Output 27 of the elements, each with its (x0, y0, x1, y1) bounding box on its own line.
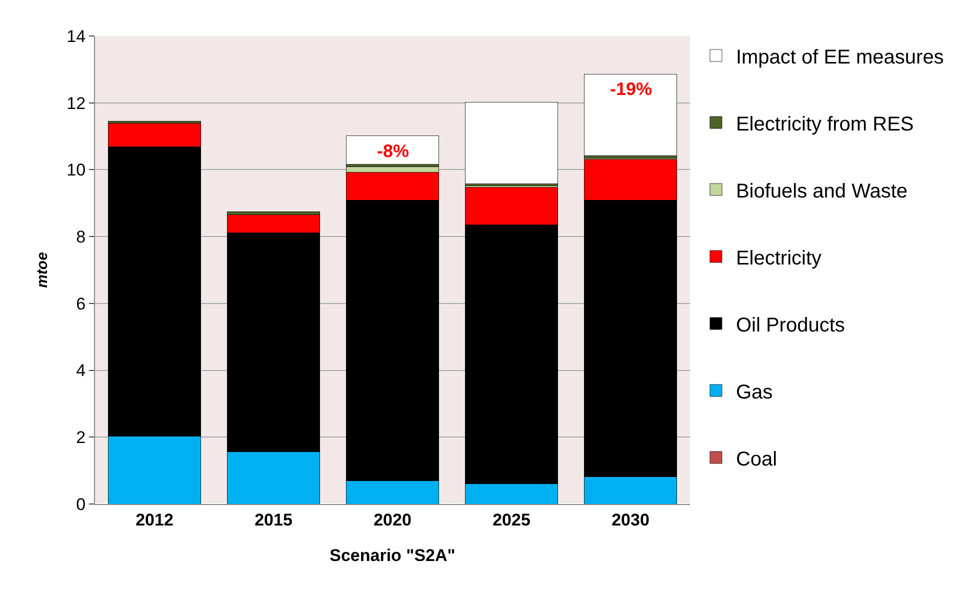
bar (464, 102, 558, 184)
legend-label: Gas (736, 381, 773, 404)
legend-label: Coal (736, 448, 778, 470)
x-tick-label: 2030 (612, 510, 650, 530)
x-tick-label: 2025 (492, 510, 530, 530)
y-tick-label: 14 (66, 26, 86, 46)
legend-label: Impact of EE measures (736, 46, 944, 68)
annotation: -8% (377, 141, 410, 161)
annotation: -19% (610, 79, 652, 99)
legend-label: Electricity from RES (736, 113, 914, 136)
bar (584, 74, 678, 156)
y-tick-label: 10 (66, 160, 86, 180)
x-tick-label: 2015 (254, 510, 292, 530)
y-tick-label: 4 (76, 361, 86, 380)
legend-label: Biofuels and Waste (736, 180, 908, 202)
x-axis-title: Scenario "S2A" (330, 546, 456, 565)
x-tick-label: 2012 (136, 510, 174, 530)
y-tick-label: 12 (66, 94, 86, 113)
y-tick-label: 8 (76, 228, 86, 247)
y-tick-label: 6 (76, 294, 86, 314)
bar (346, 136, 440, 165)
x-tick-label: 2020 (374, 510, 412, 530)
legend-label: Oil Products (736, 314, 845, 336)
legend-label: Electricity (736, 247, 822, 270)
y-tick-label: 2 (76, 428, 86, 448)
y-axis-title: mtoe (34, 252, 51, 288)
y-tick-label: 0 (76, 494, 86, 514)
